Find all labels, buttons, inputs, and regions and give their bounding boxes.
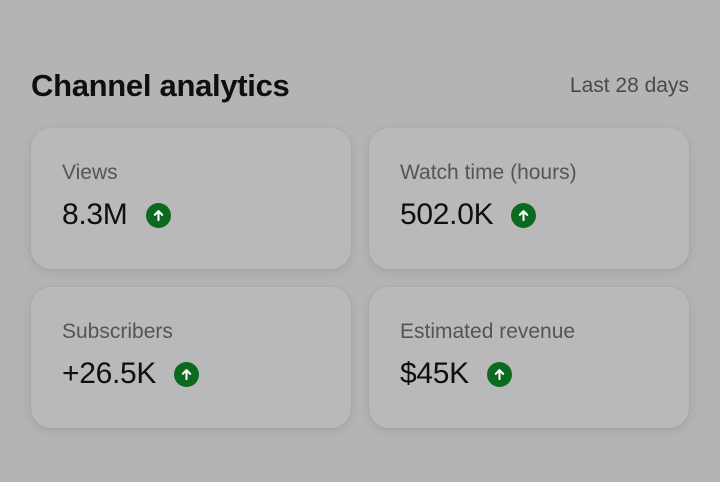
- arrow-up-circle-icon: [486, 361, 512, 387]
- metric-label: Watch time (hours): [400, 161, 577, 184]
- metric-value: 502.0K: [400, 198, 494, 231]
- metric-value: $45K: [400, 357, 469, 390]
- analytics-header: Channel analytics Last 28 days: [31, 68, 689, 104]
- metric-card-subscribers[interactable]: Subscribers +26.5K: [31, 287, 351, 428]
- metric-card-revenue[interactable]: Estimated revenue $45K: [369, 287, 689, 428]
- metric-value-row: 8.3M: [62, 198, 171, 232]
- page-title: Channel analytics: [31, 68, 290, 103]
- arrow-up-circle-icon: [174, 361, 200, 387]
- metric-value-row: $45K: [400, 357, 512, 391]
- metric-card-watch-time[interactable]: Watch time (hours) 502.0K: [369, 128, 689, 269]
- metric-value-row: +26.5K: [62, 357, 200, 391]
- metric-value: 8.3M: [62, 198, 128, 231]
- metric-value: +26.5K: [62, 357, 157, 390]
- metric-label: Estimated revenue: [400, 320, 576, 343]
- metric-value-row: 502.0K: [400, 198, 537, 232]
- arrow-up-circle-icon: [145, 202, 171, 228]
- metric-label: Subscribers: [62, 320, 173, 343]
- metric-card-views[interactable]: Views 8.3M: [31, 128, 351, 269]
- metric-label: Views: [62, 161, 118, 184]
- date-range-label[interactable]: Last 28 days: [569, 74, 689, 97]
- arrow-up-circle-icon: [511, 202, 537, 228]
